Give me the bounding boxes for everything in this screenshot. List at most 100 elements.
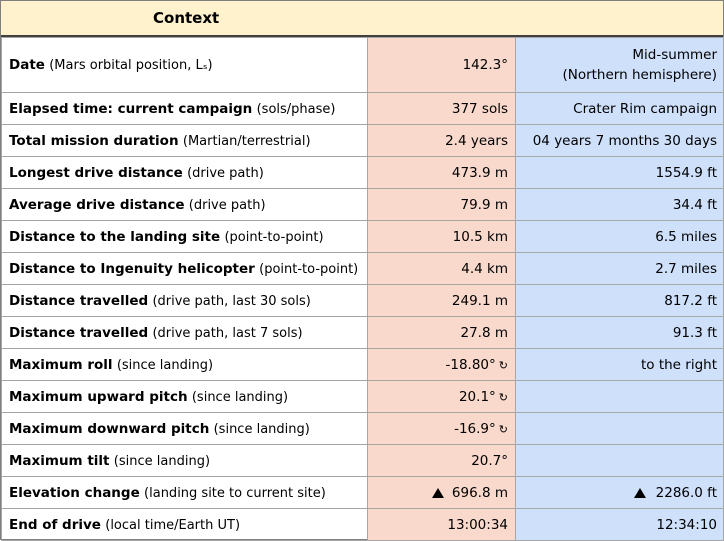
row-note: (local time/Earth UT): [105, 517, 241, 533]
value-secondary: 04 years 7 months 30 days: [515, 124, 724, 157]
row-label-cell: Total mission duration (Martian/terrestr…: [1, 124, 368, 157]
table-row: Distance to Ingenuity helicopter (point-…: [1, 252, 724, 285]
value-primary: 473.9 m: [367, 156, 516, 189]
row-note: (drive path, last 7 sols): [152, 325, 303, 341]
row-note: (sols/phase): [256, 101, 336, 117]
row-note: (since landing): [116, 357, 214, 373]
value-secondary: [515, 444, 724, 477]
value-secondary: [515, 380, 724, 413]
row-label-cell: Elapsed time: current campaign (sols/pha…: [1, 92, 368, 125]
row-label: Maximum tilt: [9, 452, 110, 469]
value-secondary: 817.2 ft: [515, 284, 724, 317]
table-row: Distance travelled (drive path, last 30 …: [1, 284, 724, 317]
row-label-cell: Date (Mars orbital position, Lₛ): [1, 37, 368, 93]
rotate-icon: ↻: [498, 422, 508, 436]
row-note: (landing site to current site): [144, 485, 326, 501]
value-secondary: 6.5 miles: [515, 220, 724, 253]
row-label: Maximum roll: [9, 356, 113, 373]
value-secondary-cell: Mid-summer (Northern hemisphere): [515, 37, 724, 93]
row-note: (drive path): [188, 197, 266, 213]
value-primary-cell: 696.8 m: [367, 476, 516, 509]
value-primary: 142.3°: [367, 37, 516, 93]
table-row: Longest drive distance (drive path) 473.…: [1, 156, 724, 189]
triangle-up-icon: [634, 488, 646, 498]
table-row: Average drive distance (drive path) 79.9…: [1, 188, 724, 221]
row-label: Total mission duration: [9, 132, 179, 149]
table-row: Distance travelled (drive path, last 7 s…: [1, 316, 724, 349]
value-primary: 696.8 m: [451, 484, 508, 501]
value-primary: -18.80°: [445, 356, 496, 373]
value-secondary-line2: (Northern hemisphere): [562, 67, 717, 83]
value-secondary-line1: Mid-summer: [632, 47, 717, 63]
row-note: (Mars orbital position, Lₛ): [49, 58, 213, 73]
value-primary: 27.8 m: [367, 316, 516, 349]
row-note: (point-to-point): [224, 229, 324, 245]
value-primary-cell: -16.9° ↻: [367, 412, 516, 445]
value-secondary: 91.3 ft: [515, 316, 724, 349]
row-label-cell: Maximum downward pitch (since landing): [1, 412, 368, 445]
value-secondary: [515, 412, 724, 445]
row-label-cell: Distance travelled (drive path, last 7 s…: [1, 316, 368, 349]
row-label: Maximum downward pitch: [9, 420, 210, 437]
table-header: Context: [1, 1, 723, 37]
table-row: Maximum downward pitch (since landing) -…: [1, 412, 724, 445]
value-primary: 249.1 m: [367, 284, 516, 317]
value-secondary: 2.7 miles: [515, 252, 724, 285]
row-note: (drive path): [187, 165, 264, 181]
value-secondary: 12:34:10: [515, 508, 724, 541]
value-secondary: to the right: [515, 348, 724, 381]
row-note: (since landing): [191, 389, 289, 405]
row-label: Distance travelled: [9, 292, 149, 309]
value-primary: 13:00:34: [367, 508, 516, 541]
table-title: Context: [153, 9, 220, 27]
rotate-icon: ↻: [498, 358, 508, 372]
row-label: Longest drive distance: [9, 164, 183, 181]
table-row: Maximum upward pitch (since landing) 20.…: [1, 380, 724, 413]
row-label: Average drive distance: [9, 196, 185, 213]
row-label: Maximum upward pitch: [9, 388, 188, 405]
row-label-cell: Longest drive distance (drive path): [1, 156, 368, 189]
row-note: (Martian/terrestrial): [182, 133, 311, 149]
value-primary-cell: 20.1° ↻: [367, 380, 516, 413]
row-label-cell: End of drive (local time/Earth UT): [1, 508, 368, 541]
row-label: Date: [9, 57, 45, 73]
value-secondary: 2286.0 ft: [655, 484, 717, 501]
table-row: Elapsed time: current campaign (sols/pha…: [1, 92, 724, 125]
row-label-cell: Maximum upward pitch (since landing): [1, 380, 368, 413]
table-row: End of drive (local time/Earth UT) 13:00…: [1, 508, 724, 541]
row-label: Distance to Ingenuity helicopter: [9, 260, 255, 277]
value-primary: 20.7°: [367, 444, 516, 477]
context-table: Date (Mars orbital position, Lₛ) 142.3° …: [1, 37, 724, 541]
value-secondary-cell: 2286.0 ft: [515, 476, 724, 509]
row-label-cell: Distance to Ingenuity helicopter (point-…: [1, 252, 368, 285]
table-row: Maximum roll (since landing) -18.80° ↻ to…: [1, 348, 724, 381]
value-primary-cell: -18.80° ↻: [367, 348, 516, 381]
value-primary: 2.4 years: [367, 124, 516, 157]
value-primary: -16.9°: [454, 420, 496, 437]
row-label-cell: Elevation change (landing site to curren…: [1, 476, 368, 509]
row-label-cell: Distance to the landing site (point-to-p…: [1, 220, 368, 253]
value-secondary: 34.4 ft: [515, 188, 724, 221]
value-primary: 10.5 km: [367, 220, 516, 253]
row-label: Distance to the landing site: [9, 228, 221, 245]
row-label: End of drive: [9, 516, 101, 533]
value-primary: 79.9 m: [367, 188, 516, 221]
table-row: Elevation change (landing site to curren…: [1, 476, 724, 509]
table-row: Distance to the landing site (point-to-p…: [1, 220, 724, 253]
rotate-icon: ↻: [498, 390, 508, 404]
row-label: Elevation change: [9, 484, 140, 501]
value-primary: 4.4 km: [367, 252, 516, 285]
value-secondary: Crater Rim campaign: [515, 92, 724, 125]
value-secondary: 1554.9 ft: [515, 156, 724, 189]
row-label-cell: Distance travelled (drive path, last 30 …: [1, 284, 368, 317]
row-label-cell: Average drive distance (drive path): [1, 188, 368, 221]
row-note: (since landing): [113, 453, 211, 469]
row-note: (drive path, last 30 sols): [152, 293, 311, 309]
table-row-date: Date (Mars orbital position, Lₛ) 142.3° …: [1, 37, 724, 93]
table-row: Maximum tilt (since landing) 20.7°: [1, 444, 724, 477]
row-note: (since landing): [213, 421, 310, 437]
table-row: Total mission duration (Martian/terrestr…: [1, 124, 724, 157]
value-primary: 377 sols: [367, 92, 516, 125]
row-note: (point-to-point): [259, 261, 359, 277]
